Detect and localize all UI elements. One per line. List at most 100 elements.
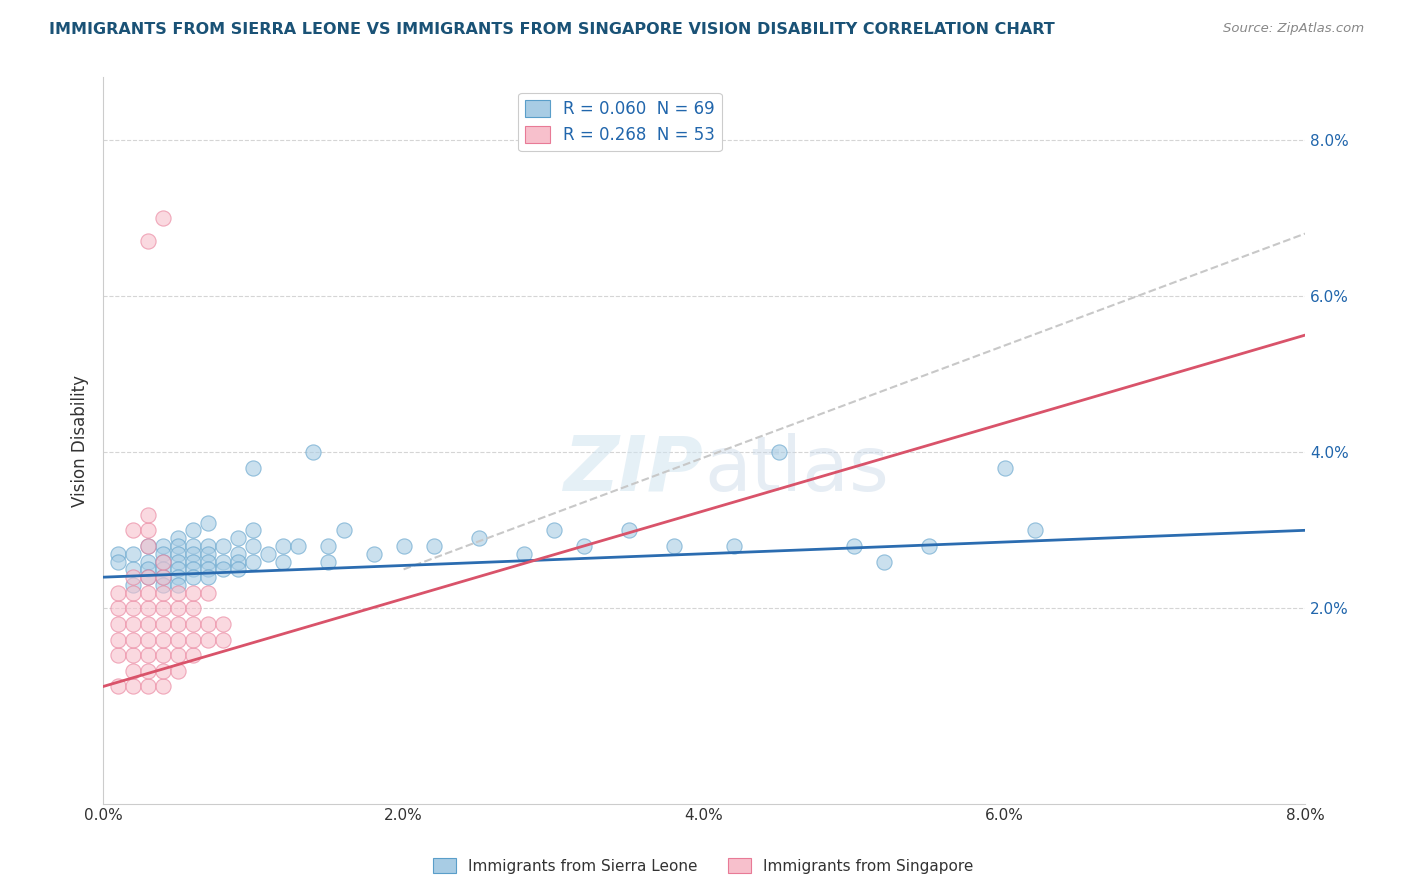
Point (572, 539, 595, 553)
Point (152, 601, 174, 615)
Point (181, 570, 204, 584)
Point (302, 445, 325, 459)
Point (167, 555, 190, 569)
Point (152, 562, 174, 576)
Point (242, 539, 264, 553)
Point (513, 547, 536, 561)
Point (212, 632, 235, 647)
Point (467, 531, 489, 545)
Point (136, 562, 159, 576)
Point (136, 539, 159, 553)
Point (181, 617, 204, 632)
Point (318, 555, 340, 569)
Point (122, 664, 145, 678)
Point (363, 547, 385, 561)
Point (197, 570, 219, 584)
Point (228, 555, 250, 569)
Point (136, 617, 159, 632)
Point (422, 539, 444, 553)
Point (136, 570, 159, 584)
Point (122, 648, 145, 663)
Point (228, 562, 250, 576)
Point (122, 570, 145, 584)
Point (136, 570, 159, 584)
Point (1024, 524, 1046, 538)
Y-axis label: Vision Disability: Vision Disability (72, 375, 89, 507)
Point (107, 555, 129, 569)
Point (181, 632, 204, 647)
Point (152, 547, 174, 561)
Legend: Immigrants from Sierra Leone, Immigrants from Singapore: Immigrants from Sierra Leone, Immigrants… (426, 852, 980, 880)
Point (181, 648, 204, 663)
Point (107, 617, 129, 632)
Point (136, 632, 159, 647)
Point (181, 547, 204, 561)
Point (152, 617, 174, 632)
Point (181, 555, 204, 569)
Text: IMMIGRANTS FROM SIERRA LEONE VS IMMIGRANTS FROM SINGAPORE VISION DISABILITY CORR: IMMIGRANTS FROM SIERRA LEONE VS IMMIGRAN… (49, 22, 1054, 37)
Point (181, 586, 204, 600)
Point (167, 562, 190, 576)
Point (543, 524, 565, 538)
Point (197, 562, 219, 576)
Point (228, 531, 250, 545)
Point (723, 539, 745, 553)
Point (181, 539, 204, 553)
Point (242, 461, 264, 475)
Point (257, 547, 280, 561)
Point (242, 555, 264, 569)
Point (181, 562, 204, 576)
Point (873, 555, 896, 569)
Legend: R = 0.060  N = 69, R = 0.268  N = 53: R = 0.060 N = 69, R = 0.268 N = 53 (519, 93, 721, 151)
Point (287, 539, 309, 553)
Point (197, 539, 219, 553)
Point (197, 617, 219, 632)
Point (617, 524, 640, 538)
Point (152, 664, 174, 678)
Point (167, 632, 190, 647)
Point (844, 539, 866, 553)
Text: ZIP: ZIP (564, 433, 704, 507)
Point (197, 586, 219, 600)
Point (167, 586, 190, 600)
Point (273, 555, 295, 569)
Point (107, 632, 129, 647)
Point (212, 555, 235, 569)
Point (136, 555, 159, 569)
Point (167, 648, 190, 663)
Point (136, 235, 159, 249)
Point (332, 524, 354, 538)
Point (197, 555, 219, 569)
Point (167, 617, 190, 632)
Point (122, 524, 145, 538)
Point (167, 531, 190, 545)
Point (167, 547, 190, 561)
Point (107, 601, 129, 615)
Point (918, 539, 941, 553)
Point (197, 547, 219, 561)
Point (122, 547, 145, 561)
Point (212, 617, 235, 632)
Point (122, 601, 145, 615)
Point (167, 664, 190, 678)
Point (152, 555, 174, 569)
Point (662, 539, 685, 553)
Point (152, 586, 174, 600)
Point (136, 601, 159, 615)
Point (136, 586, 159, 600)
Point (197, 632, 219, 647)
Point (167, 601, 190, 615)
Point (242, 524, 264, 538)
Point (107, 680, 129, 694)
Point (122, 632, 145, 647)
Point (122, 586, 145, 600)
Point (392, 539, 415, 553)
Point (136, 648, 159, 663)
Point (152, 578, 174, 592)
Point (167, 539, 190, 553)
Point (107, 586, 129, 600)
Point (122, 562, 145, 576)
Point (152, 648, 174, 663)
Point (197, 516, 219, 530)
Point (122, 617, 145, 632)
